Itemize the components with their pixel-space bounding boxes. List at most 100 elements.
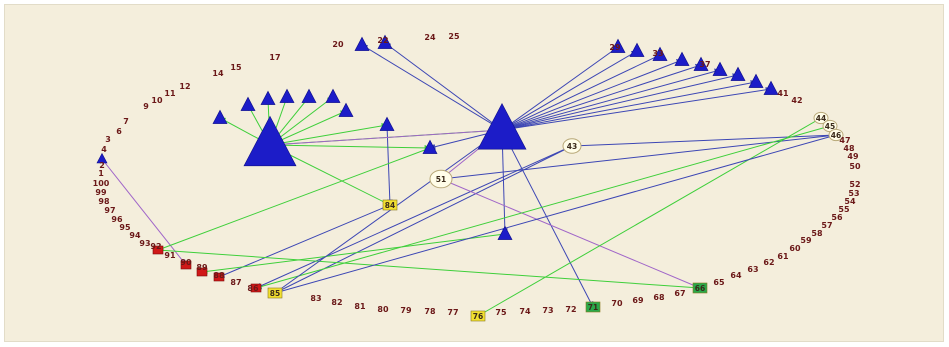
triangle-node-t28[interactable] xyxy=(610,38,626,53)
triangle-node-t8[interactable] xyxy=(240,96,256,111)
triangle-node-t34[interactable] xyxy=(693,56,709,71)
node-label-67: 67 xyxy=(674,289,685,298)
edge-t2-r90 xyxy=(101,158,187,266)
node-label-72: 72 xyxy=(565,305,576,314)
edge-hubL-t21 xyxy=(269,110,347,146)
triangle-node-t36[interactable] xyxy=(730,66,746,81)
node-label-12: 12 xyxy=(179,82,190,91)
red-square-node-90[interactable] xyxy=(180,260,192,270)
circle-node-label-43: 43 xyxy=(567,142,577,151)
node-label-91: 91 xyxy=(164,251,176,260)
node-label-2: 2 xyxy=(99,161,105,170)
edge-s85-hubR xyxy=(274,129,503,294)
triangle-node-t71u[interactable] xyxy=(497,225,513,240)
circle-node-label-45: 45 xyxy=(825,122,835,131)
network-graph: 4344454651848576667112346791011121415172… xyxy=(93,32,861,322)
red-square-node-88[interactable] xyxy=(213,272,225,282)
node-label-82: 82 xyxy=(331,298,342,307)
node-label-20: 20 xyxy=(332,40,344,49)
red-square-node-89[interactable] xyxy=(196,267,208,277)
circle-node-46[interactable] xyxy=(828,128,844,142)
edge-s84-r88 xyxy=(218,204,391,278)
node-label-47: 47 xyxy=(839,136,850,145)
node-label-24: 24 xyxy=(424,33,436,42)
triangle-node-t2[interactable] xyxy=(96,152,108,164)
square-node-label-84: 84 xyxy=(385,201,395,210)
node-label-63: 63 xyxy=(747,265,758,274)
node-label-58: 58 xyxy=(811,229,823,238)
node-label-69: 69 xyxy=(632,296,644,305)
edge-c46-c51 xyxy=(440,134,837,182)
node-label-53: 53 xyxy=(848,189,859,198)
nodes-layer xyxy=(96,34,844,322)
node-label-60: 60 xyxy=(789,244,801,253)
node-label-68: 68 xyxy=(653,293,665,302)
triangle-node-t16[interactable] xyxy=(279,88,295,103)
circle-node-44[interactable] xyxy=(813,111,829,125)
triangle-node-t39[interactable] xyxy=(763,80,779,95)
edge-hubR-t20u xyxy=(361,44,503,131)
node-label-77: 77 xyxy=(447,308,458,317)
hub-triangle-node-left[interactable] xyxy=(243,115,297,167)
node-label-88: 88 xyxy=(213,271,225,280)
red-square-node-86[interactable] xyxy=(250,283,262,293)
edge-hubR-t31 xyxy=(501,54,661,131)
triangle-node-t13[interactable] xyxy=(260,90,276,105)
yellow-square-node-84[interactable] xyxy=(382,199,398,211)
triangle-node-t31[interactable] xyxy=(652,46,668,61)
edge-s85-c43 xyxy=(274,145,573,294)
node-label-6: 6 xyxy=(116,127,122,136)
node-label-52: 52 xyxy=(849,180,860,189)
triangle-node-t18[interactable] xyxy=(301,88,317,103)
triangle-node-t20u[interactable] xyxy=(354,36,370,51)
node-label-10: 10 xyxy=(151,96,163,105)
node-label-64: 64 xyxy=(730,271,742,280)
triangle-node-t21[interactable] xyxy=(338,102,354,117)
node-label-93: 93 xyxy=(139,239,150,248)
triangle-node-t22u[interactable] xyxy=(377,34,393,49)
node-label-48: 48 xyxy=(843,144,855,153)
node-label-94: 94 xyxy=(129,231,141,240)
yellow-square-node-85[interactable] xyxy=(267,287,283,299)
circle-node-43[interactable] xyxy=(562,138,582,154)
node-label-42: 42 xyxy=(791,96,802,105)
yellow-square-node-76[interactable] xyxy=(470,310,486,322)
edge-t26-r92 xyxy=(157,147,431,251)
green-square-node-71[interactable] xyxy=(585,301,601,313)
edge-hubR-t32 xyxy=(501,59,683,131)
node-label-79: 79 xyxy=(400,306,412,315)
node-label-86: 86 xyxy=(247,284,259,293)
green-square-node-66[interactable] xyxy=(692,282,708,294)
node-label-90: 90 xyxy=(180,258,192,267)
node-label-25: 25 xyxy=(448,32,460,41)
triangle-node-t32[interactable] xyxy=(674,51,690,66)
triangle-node-t30[interactable] xyxy=(629,42,645,57)
triangle-node-t19[interactable] xyxy=(325,88,341,103)
node-label-54: 54 xyxy=(844,197,856,206)
hub-triangle-node-right[interactable] xyxy=(477,102,527,150)
edge-c43-c46 xyxy=(571,132,837,147)
circle-node-51[interactable] xyxy=(429,169,453,189)
triangle-node-t5[interactable] xyxy=(212,109,228,124)
node-label-3: 3 xyxy=(105,135,111,144)
edge-c46-s85 xyxy=(274,134,837,295)
triangle-node-t35[interactable] xyxy=(712,61,728,76)
triangle-node-t38[interactable] xyxy=(748,73,764,88)
triangle-node-t23[interactable] xyxy=(379,116,395,131)
node-label-37: 37 xyxy=(699,60,710,69)
circle-node-label-46: 46 xyxy=(831,131,841,140)
triangle-node-t26[interactable] xyxy=(422,139,438,154)
edge-t23-s84 xyxy=(386,124,393,206)
node-label-56: 56 xyxy=(831,213,843,222)
node-label-41: 41 xyxy=(777,89,789,98)
edge-c43-r86 xyxy=(255,145,573,289)
square-node-label-71: 71 xyxy=(588,303,598,312)
edge-hubR-t38 xyxy=(501,80,757,131)
node-label-74: 74 xyxy=(519,307,531,316)
edge-hubR-t30 xyxy=(501,50,638,131)
node-label-49: 49 xyxy=(847,152,859,161)
node-label-65: 65 xyxy=(713,278,725,287)
edge-s76-c44 xyxy=(477,117,822,317)
red-square-node-92[interactable] xyxy=(152,245,164,255)
edge-r92-s66 xyxy=(157,249,701,291)
